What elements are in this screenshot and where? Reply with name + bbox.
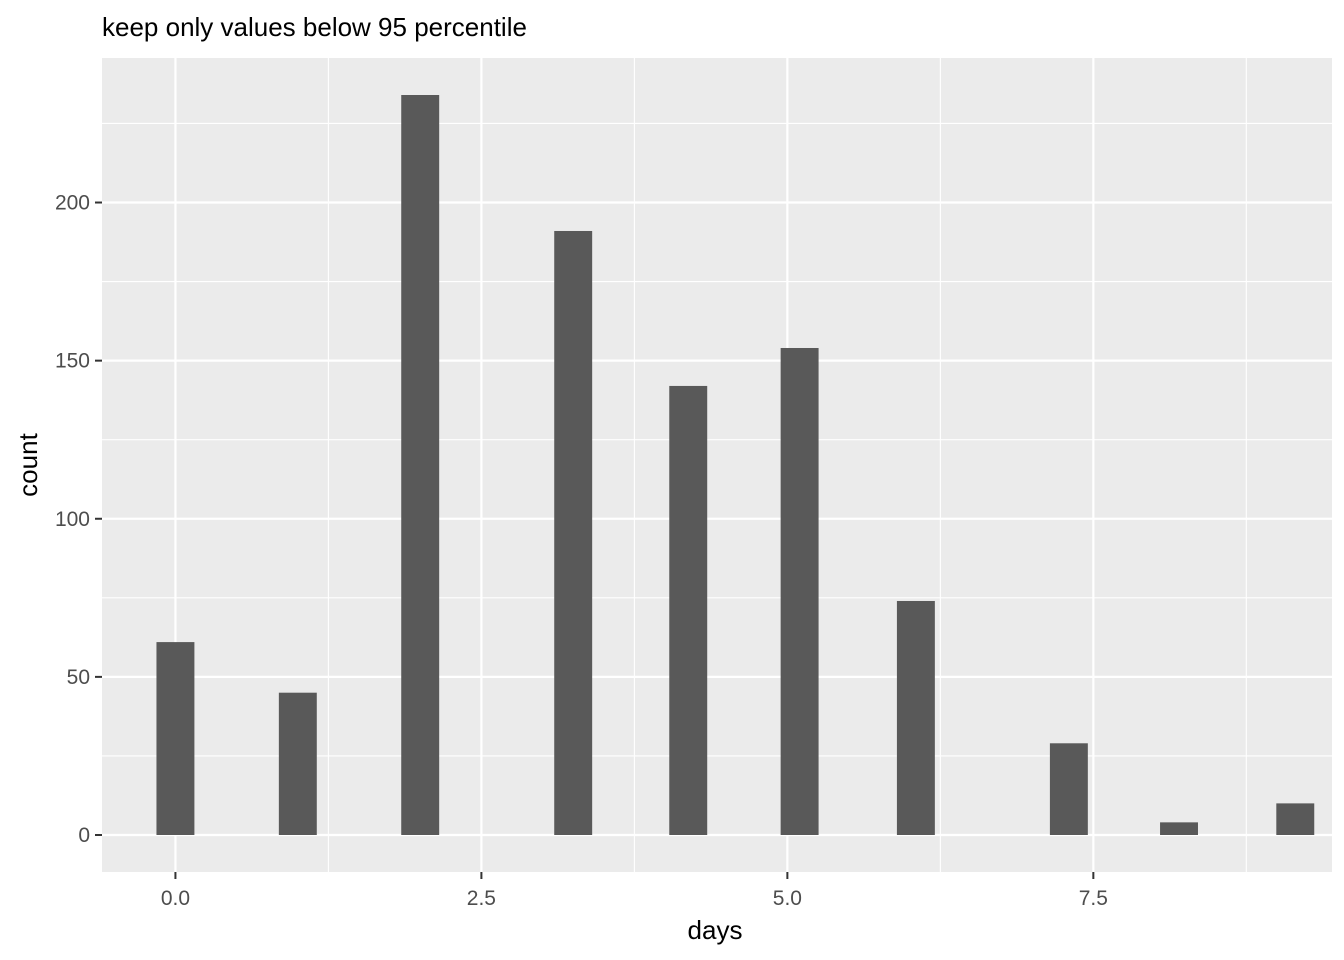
bar (278, 692, 317, 835)
x-tick-label: 5.0 (773, 887, 802, 910)
bar (401, 95, 440, 835)
x-axis-title: days (688, 915, 743, 945)
bar (1276, 803, 1315, 835)
bar (780, 347, 819, 835)
chart-title: keep only values below 95 percentile (102, 12, 527, 42)
x-tick-label: 7.5 (1079, 887, 1108, 910)
y-axis-title: count (13, 432, 43, 496)
bar (896, 600, 935, 835)
x-tick-label: 0.0 (161, 887, 190, 910)
bar (1049, 743, 1088, 835)
bar (1160, 822, 1198, 835)
y-tick-label: 150 (55, 350, 90, 373)
y-tick-label: 200 (55, 192, 90, 215)
bar (669, 385, 708, 835)
bar (554, 230, 593, 835)
x-axis: 0.0 2.5 5.0 7.5 (161, 872, 1108, 910)
y-axis: 0 50 100 150 200 (55, 192, 102, 847)
minor-gridlines (102, 58, 1332, 872)
y-tick-label: 100 (55, 508, 90, 531)
bars (156, 95, 1315, 835)
y-tick-label: 0 (78, 824, 90, 847)
y-tick-label: 50 (67, 666, 90, 689)
bar (156, 642, 195, 835)
x-tick-label: 2.5 (467, 887, 496, 910)
